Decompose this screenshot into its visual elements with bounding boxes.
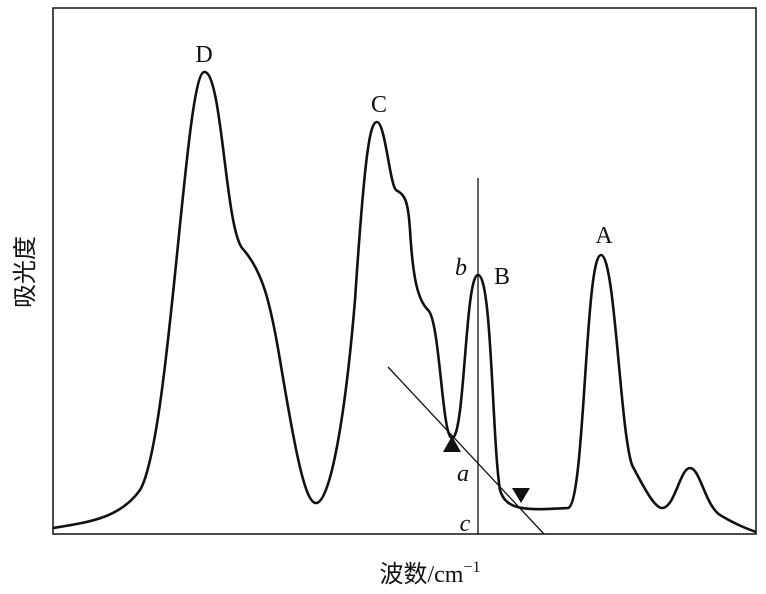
x-axis-label: 波数/cm−1 [379,559,480,588]
peak-label: C [371,92,387,118]
peak-label: B [494,264,510,290]
point-label: b [455,255,467,281]
x-axis-label-text: 波数/cm [379,561,463,588]
spectrum-curve [52,70,757,534]
point-label: c [460,511,471,537]
x-axis-label-sup: −1 [463,559,480,576]
plot-frame [52,7,757,535]
point-label: a [457,461,469,487]
baseline-tangent [387,366,545,535]
down-triangle [512,488,530,503]
up-triangle [443,436,461,452]
y-axis-label: 吸光度 [12,236,39,308]
peak-label: A [595,223,613,249]
peak-label: D [195,42,212,68]
